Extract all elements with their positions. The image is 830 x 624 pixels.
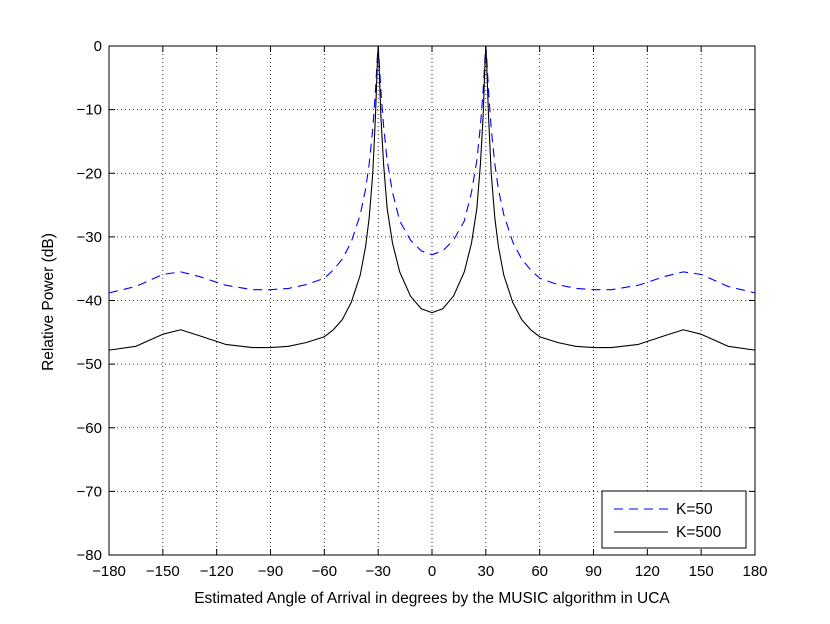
series-line-k500 [108, 45, 756, 351]
legend-label-k500: K=500 [676, 524, 722, 541]
x-tick-label: −90 [258, 563, 283, 580]
x-tick-label: 30 [477, 563, 494, 580]
y-tick-label: −40 [77, 293, 102, 310]
y-tick-label: 0 [94, 38, 102, 55]
series-line-k50 [108, 45, 756, 294]
grid [109, 46, 755, 555]
y-axis-label: Relative Power (dB) [40, 233, 57, 371]
y-tick-labels: 0 −10 −20 −30 −40 −50 −60 −70 −80 [77, 38, 102, 564]
x-tick-label: 90 [585, 563, 602, 580]
ticks [108, 45, 756, 556]
y-tick-label: −50 [77, 356, 102, 373]
x-tick-label: −120 [200, 563, 234, 580]
x-tick-labels: −180 −150 −120 −90 −60 −30 0 30 60 90 120 150 180 [92, 563, 767, 580]
y-tick-label: −70 [77, 483, 102, 500]
x-tick-label: −30 [365, 563, 390, 580]
x-tick-label: 60 [531, 563, 548, 580]
series-layer [108, 45, 756, 351]
x-tick-label: −150 [146, 563, 180, 580]
y-tick-label: −60 [77, 420, 102, 437]
x-tick-label: −180 [92, 563, 126, 580]
x-tick-label: −60 [312, 563, 337, 580]
x-tick-label: 0 [428, 563, 436, 580]
x-tick-label: 180 [742, 563, 767, 580]
y-tick-label: −20 [77, 165, 102, 182]
y-tick-label: −80 [77, 547, 102, 564]
legend-label-k50: K=50 [676, 501, 713, 518]
x-tick-label: 120 [635, 563, 660, 580]
x-tick-label: 150 [689, 563, 714, 580]
y-tick-label: −10 [77, 102, 102, 119]
y-tick-label: −30 [77, 229, 102, 246]
x-axis-label: Estimated Angle of Arrival in degrees by… [194, 590, 670, 607]
legend: K=50 K=500 [601, 490, 747, 549]
legend-box [601, 490, 747, 549]
